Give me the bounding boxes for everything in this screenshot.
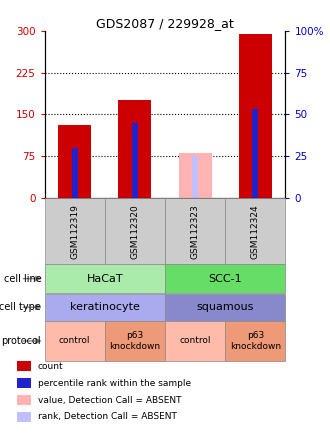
Bar: [165, 264, 285, 293]
Bar: [192, 156, 198, 198]
Text: GSM112319: GSM112319: [70, 204, 79, 259]
Bar: [45, 321, 105, 361]
Text: SCC-1: SCC-1: [209, 274, 242, 284]
Text: squamous: squamous: [197, 302, 254, 312]
Text: cell type: cell type: [0, 302, 41, 312]
Bar: [132, 123, 138, 198]
Bar: [165, 198, 225, 264]
Text: control: control: [59, 337, 90, 345]
Text: GSM112323: GSM112323: [191, 204, 200, 259]
Text: value, Detection Call = ABSENT: value, Detection Call = ABSENT: [38, 396, 182, 404]
Text: GSM112320: GSM112320: [130, 204, 139, 259]
Text: HaCaT: HaCaT: [86, 274, 123, 284]
Text: p63
knockdown: p63 knockdown: [109, 331, 160, 351]
Bar: [105, 321, 165, 361]
Bar: [118, 100, 151, 198]
Text: GSM112324: GSM112324: [251, 204, 260, 259]
Bar: [252, 109, 258, 198]
Text: count: count: [38, 362, 64, 371]
Bar: [45, 264, 165, 293]
Bar: [45, 294, 165, 321]
Bar: [239, 34, 272, 198]
Text: rank, Detection Call = ABSENT: rank, Detection Call = ABSENT: [38, 412, 177, 421]
Bar: [105, 198, 165, 264]
Text: percentile rank within the sample: percentile rank within the sample: [38, 379, 191, 388]
Text: cell line: cell line: [4, 274, 41, 284]
Text: keratinocyte: keratinocyte: [70, 302, 140, 312]
Text: protocol: protocol: [2, 336, 41, 346]
Bar: [225, 321, 285, 361]
Bar: [72, 148, 78, 198]
Bar: [165, 321, 225, 361]
Bar: [165, 294, 285, 321]
Title: GDS2087 / 229928_at: GDS2087 / 229928_at: [96, 17, 234, 30]
Bar: [58, 126, 91, 198]
Bar: [179, 153, 212, 198]
Bar: [45, 198, 105, 264]
Text: p63
knockdown: p63 knockdown: [230, 331, 281, 351]
Bar: [225, 198, 285, 264]
Text: control: control: [180, 337, 211, 345]
